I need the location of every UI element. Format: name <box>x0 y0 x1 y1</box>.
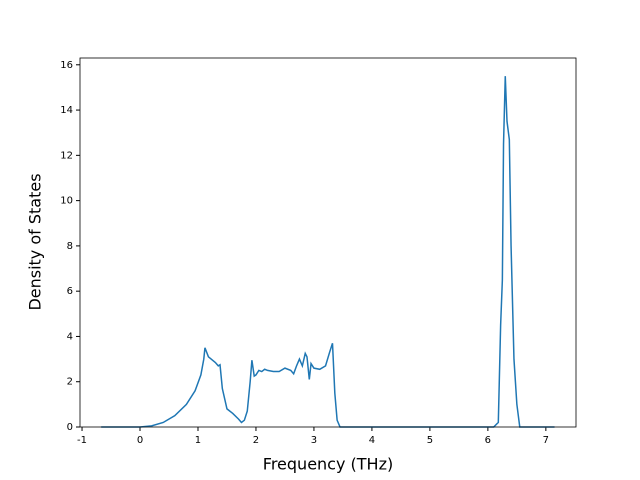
axes-frame <box>79 57 577 428</box>
y-tick-label: 14 <box>60 105 73 116</box>
x-tick-label: 3 <box>311 435 317 446</box>
y-tick-label: 16 <box>60 60 73 71</box>
x-tick-label: 5 <box>427 435 433 446</box>
y-tick-label: 4 <box>67 331 73 342</box>
x-tick-label: 6 <box>485 435 491 446</box>
x-tick-label: 1 <box>195 435 201 446</box>
y-tick-label: 6 <box>67 286 73 297</box>
x-tick-label: 0 <box>137 435 143 446</box>
x-tick-label: 7 <box>543 435 549 446</box>
y-tick-label: 12 <box>60 150 73 161</box>
line <box>101 76 555 428</box>
x-tick-label: 2 <box>253 435 259 446</box>
y-axis-label: Density of States <box>26 173 45 310</box>
x-tick-label: 4 <box>369 435 375 446</box>
y-tick-label: 8 <box>67 241 73 252</box>
y-tick-label: 10 <box>60 196 73 207</box>
y-tick-label: 2 <box>67 377 73 388</box>
x-axis-label: Frequency (THz) <box>263 455 393 474</box>
y-tick-label: 0 <box>67 422 73 433</box>
x-tick-label: -1 <box>77 435 87 446</box>
